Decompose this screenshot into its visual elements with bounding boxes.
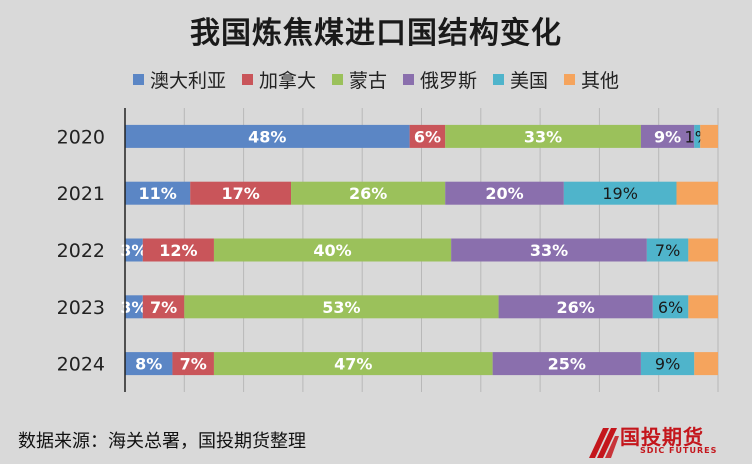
bar-segment xyxy=(172,352,214,376)
legend-swatch xyxy=(241,74,253,85)
bar-segment xyxy=(125,238,143,262)
data-label: 9% xyxy=(654,127,681,146)
data-label: 9% xyxy=(655,355,680,374)
bar-segment xyxy=(125,124,410,148)
legend-swatch xyxy=(493,74,505,85)
legend-swatch xyxy=(403,74,414,85)
data-label: 7% xyxy=(180,355,207,374)
y-tick-label: 2023 xyxy=(57,297,105,319)
bar-segment xyxy=(563,181,677,205)
chart-title: 我国炼焦煤进口国结构变化 xyxy=(190,16,562,51)
y-tick-label: 2021 xyxy=(57,183,105,205)
bar-segment xyxy=(409,124,446,148)
bar-segment xyxy=(492,352,641,376)
data-label: 33% xyxy=(530,241,568,260)
legend-item: 加拿大 xyxy=(241,66,316,93)
data-label: 53% xyxy=(322,298,360,317)
bar-segment xyxy=(640,124,695,148)
bar-segment xyxy=(184,295,499,319)
data-label: 3% xyxy=(120,241,147,260)
bar-segment xyxy=(445,181,564,205)
data-label: 8% xyxy=(135,355,162,374)
data-label: 20% xyxy=(485,184,523,203)
bar-segment xyxy=(676,181,718,205)
bar-segment xyxy=(646,238,689,262)
y-tick-label: 2022 xyxy=(57,240,105,262)
bar-segment xyxy=(291,181,446,205)
data-label: 19% xyxy=(602,184,638,203)
legend-label: 蒙古 xyxy=(348,70,387,92)
legend-label: 俄罗斯 xyxy=(420,70,478,92)
brand-logo-icon xyxy=(589,428,619,458)
legend-swatch xyxy=(564,74,576,85)
data-label: 40% xyxy=(313,241,351,260)
bar-segment xyxy=(142,238,214,262)
legend-item: 美国 xyxy=(493,66,548,93)
bar-segment xyxy=(688,295,718,319)
brand-subtitle: SDIC FUTURES xyxy=(640,446,718,455)
brand-name: 国投期货 xyxy=(620,425,704,449)
data-label: 6% xyxy=(414,127,441,146)
legend-label: 加拿大 xyxy=(258,70,316,92)
bar-segment xyxy=(213,238,452,262)
bar-segment xyxy=(142,295,185,319)
data-label: 26% xyxy=(557,298,595,317)
data-label: 7% xyxy=(655,241,680,260)
bar-segment xyxy=(652,295,689,319)
bar-segment xyxy=(445,124,641,148)
legend-label: 美国 xyxy=(510,70,549,92)
legend: 澳大利亚 加拿大 蒙古 俄罗斯 美国 其他 xyxy=(0,66,752,93)
data-label: 33% xyxy=(524,127,562,146)
legend-item: 澳大利亚 xyxy=(132,66,226,93)
data-label: 7% xyxy=(150,298,177,317)
legend-label: 其他 xyxy=(581,70,620,92)
bar-segment xyxy=(125,352,173,376)
bar-segment xyxy=(451,238,647,262)
legend-swatch xyxy=(331,74,343,85)
data-label: 26% xyxy=(349,184,387,203)
data-label: 3% xyxy=(120,298,147,317)
y-tick-label: 2020 xyxy=(57,126,105,148)
bar-segment xyxy=(688,238,718,262)
data-label: 6% xyxy=(658,298,683,317)
bar-segment xyxy=(694,124,701,148)
data-label: 11% xyxy=(138,184,176,203)
bar-segment xyxy=(640,352,695,376)
data-label: 12% xyxy=(159,241,197,260)
bar-segment xyxy=(190,181,292,205)
legend-item: 俄罗斯 xyxy=(403,66,477,93)
bar-segment xyxy=(125,295,143,319)
bar-segment xyxy=(213,352,493,376)
bar-segment xyxy=(498,295,653,319)
data-label: 48% xyxy=(248,127,286,146)
legend-label: 澳大利亚 xyxy=(149,70,226,92)
legend-item: 其他 xyxy=(564,66,619,93)
bar-segment xyxy=(125,181,191,205)
data-label: 17% xyxy=(221,184,259,203)
bar-segment xyxy=(700,124,718,148)
data-label: 25% xyxy=(548,355,586,374)
legend-item: 蒙古 xyxy=(331,66,387,93)
source-note: 数据来源：海关总署，国投期货整理 xyxy=(18,431,306,452)
y-tick-label: 2024 xyxy=(57,354,105,376)
data-label: 47% xyxy=(334,355,372,374)
legend-swatch xyxy=(132,74,144,85)
bar-segment xyxy=(694,352,718,376)
